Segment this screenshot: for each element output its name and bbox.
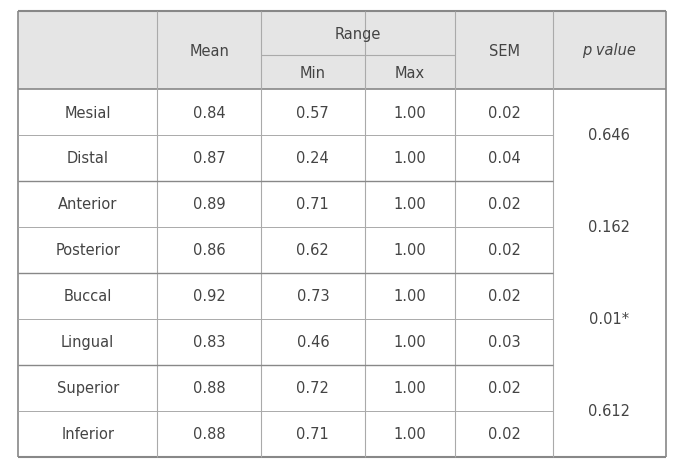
Text: 0.87: 0.87 <box>193 151 226 166</box>
Text: Min: Min <box>300 65 326 80</box>
Text: Mean: Mean <box>189 44 229 58</box>
Text: Inferior: Inferior <box>61 426 114 442</box>
Text: 0.02: 0.02 <box>488 243 521 258</box>
Text: Lingual: Lingual <box>61 335 114 350</box>
Text: 0.04: 0.04 <box>488 151 521 166</box>
Text: 0.02: 0.02 <box>488 105 521 120</box>
Bar <box>18 136 666 182</box>
Text: Max: Max <box>395 65 425 80</box>
Text: 0.72: 0.72 <box>296 381 329 396</box>
Text: 0.86: 0.86 <box>193 243 226 258</box>
Text: 1.00: 1.00 <box>394 105 426 120</box>
Text: 1.00: 1.00 <box>394 381 426 396</box>
Text: 0.83: 0.83 <box>193 335 226 350</box>
Text: 0.88: 0.88 <box>193 381 226 396</box>
Text: 0.02: 0.02 <box>488 289 521 304</box>
Text: 1.00: 1.00 <box>394 243 426 258</box>
Text: 1.00: 1.00 <box>394 335 426 350</box>
Text: 0.03: 0.03 <box>488 335 521 350</box>
Text: 0.646: 0.646 <box>588 128 630 143</box>
Text: 0.88: 0.88 <box>193 426 226 442</box>
Text: 0.89: 0.89 <box>193 197 226 212</box>
Text: p value: p value <box>582 44 636 58</box>
Text: 1.00: 1.00 <box>394 289 426 304</box>
Text: 0.24: 0.24 <box>296 151 329 166</box>
Text: 1.00: 1.00 <box>394 197 426 212</box>
Text: 0.71: 0.71 <box>296 197 329 212</box>
Text: 0.02: 0.02 <box>488 381 521 396</box>
Text: 1.00: 1.00 <box>394 151 426 166</box>
Text: 0.92: 0.92 <box>193 289 226 304</box>
Text: 0.612: 0.612 <box>588 403 630 419</box>
Text: 0.02: 0.02 <box>488 426 521 442</box>
Bar <box>18 182 666 228</box>
Text: 0.01*: 0.01* <box>589 312 629 327</box>
Text: Distal: Distal <box>66 151 109 166</box>
Text: 0.162: 0.162 <box>588 220 630 235</box>
Text: SEM: SEM <box>488 44 520 58</box>
Text: 0.46: 0.46 <box>297 335 329 350</box>
Text: Range: Range <box>335 27 382 41</box>
Text: 0.84: 0.84 <box>193 105 226 120</box>
Text: 1.00: 1.00 <box>394 426 426 442</box>
Bar <box>18 90 666 136</box>
Text: Mesial: Mesial <box>64 105 111 120</box>
Bar <box>18 274 666 319</box>
Bar <box>18 411 666 457</box>
Text: Posterior: Posterior <box>55 243 120 258</box>
Bar <box>18 12 666 90</box>
Bar <box>18 365 666 411</box>
Text: 0.71: 0.71 <box>296 426 329 442</box>
Bar <box>18 319 666 365</box>
Text: 0.57: 0.57 <box>296 105 329 120</box>
Bar <box>18 228 666 274</box>
Text: Buccal: Buccal <box>64 289 112 304</box>
Text: Anterior: Anterior <box>58 197 118 212</box>
Text: 0.02: 0.02 <box>488 197 521 212</box>
Text: Superior: Superior <box>57 381 119 396</box>
Text: 0.62: 0.62 <box>296 243 329 258</box>
Text: 0.73: 0.73 <box>297 289 329 304</box>
